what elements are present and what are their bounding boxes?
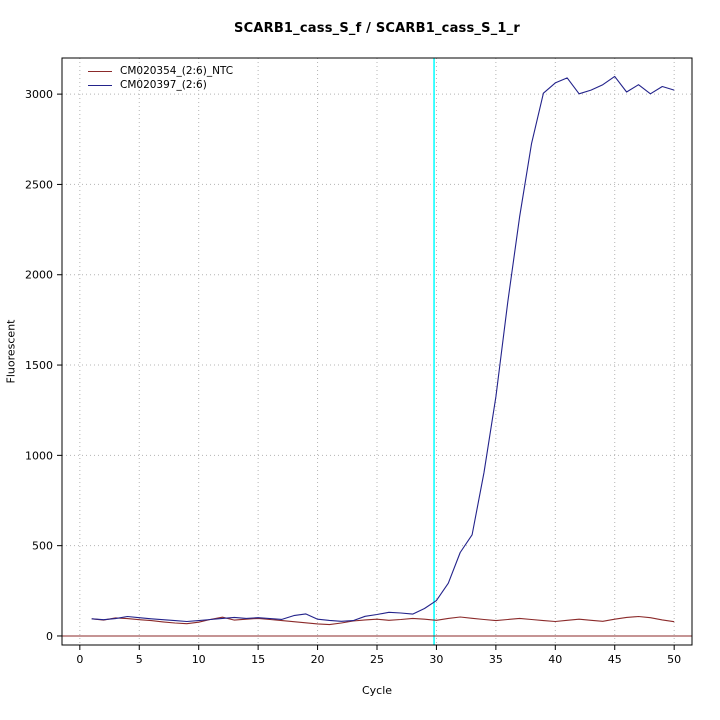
x-axis-label: Cycle — [361, 684, 393, 697]
svg-text:3000: 3000 — [25, 88, 53, 101]
series-line-1 — [91, 75, 675, 623]
gridlines — [62, 58, 692, 645]
legend-item-ntc: CM020354_(2:6)_NTC — [88, 64, 233, 78]
legend: CM020354_(2:6)_NTC CM020397_(2:6) — [88, 64, 233, 92]
legend-label-sample: CM020397_(2:6) — [120, 79, 207, 91]
y-tick-labels: 0 500 1000 1500 2000 2500 3000 — [25, 88, 53, 643]
svg-text:30: 30 — [429, 653, 443, 666]
legend-item-sample: CM020397_(2:6) — [88, 78, 233, 92]
svg-text:20: 20 — [311, 653, 325, 666]
x-tick-labels: 0 5 10 15 20 25 30 35 40 45 50 — [76, 653, 681, 666]
legend-line-swatch-sample — [88, 84, 112, 86]
svg-text:2000: 2000 — [25, 269, 53, 282]
svg-text:2500: 2500 — [25, 178, 53, 191]
page-title: SCARB1_cass_S_f / SCARB1_cass_S_1_r — [234, 21, 520, 36]
svg-text:35: 35 — [489, 653, 503, 666]
svg-text:50: 50 — [667, 653, 681, 666]
svg-text:1500: 1500 — [25, 359, 53, 372]
svg-text:25: 25 — [370, 653, 384, 666]
axis-ticks — [57, 93, 675, 650]
svg-text:0: 0 — [46, 630, 53, 643]
legend-line-swatch-ntc — [88, 70, 112, 72]
svg-text:5: 5 — [136, 653, 143, 666]
plot-box — [61, 57, 693, 646]
svg-text:45: 45 — [608, 653, 622, 666]
svg-text:1000: 1000 — [25, 449, 53, 462]
svg-text:15: 15 — [251, 653, 265, 666]
svg-text:10: 10 — [192, 653, 206, 666]
svg-text:0: 0 — [76, 653, 83, 666]
series-line-0 — [91, 615, 675, 626]
svg-text:500: 500 — [32, 540, 53, 553]
svg-text:40: 40 — [548, 653, 562, 666]
legend-label-ntc: CM020354_(2:6)_NTC — [120, 65, 234, 77]
